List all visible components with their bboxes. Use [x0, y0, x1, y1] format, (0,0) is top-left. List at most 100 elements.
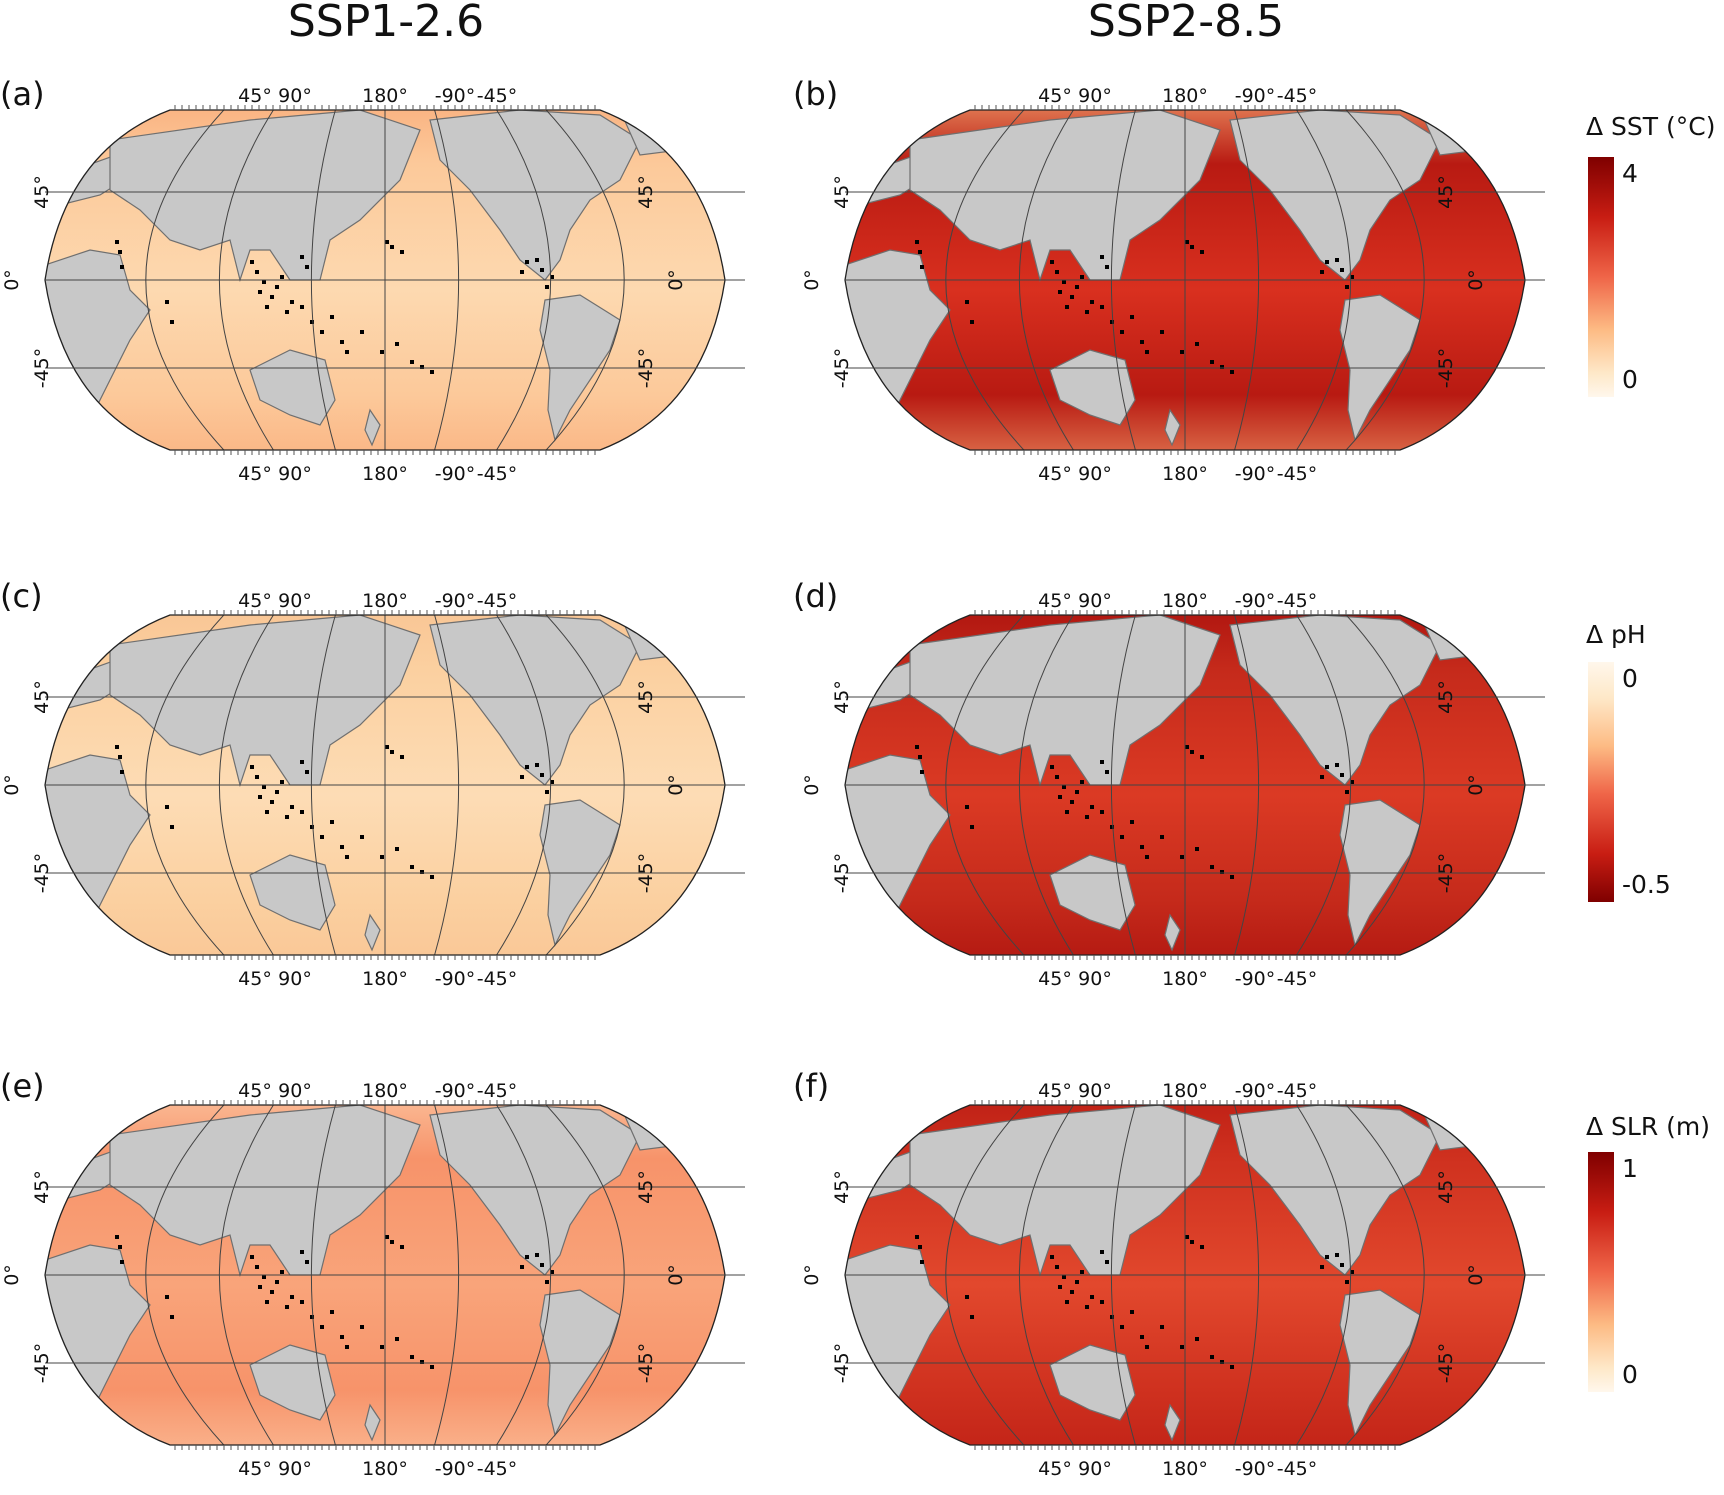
lat-tick-left: 0°	[801, 1264, 823, 1286]
lat-tick-right: 45°	[1435, 1170, 1457, 1204]
lat-tick-right: 45°	[1435, 680, 1457, 714]
lon-tick-top: -90°	[1235, 85, 1276, 107]
reef-locations	[115, 745, 554, 879]
lon-tick-top: 90°	[278, 590, 312, 612]
panel-label-d: (d)	[793, 577, 839, 615]
colorbar-title: Δ SST (°C)	[1586, 112, 1716, 141]
lat-tick-left: 0°	[1, 1264, 23, 1286]
lon-tick-bottom: 45°	[238, 463, 272, 485]
map-outline	[844, 1104, 1526, 1446]
lat-tick-left: -45°	[31, 1343, 53, 1384]
lat-tick-left: 45°	[31, 175, 53, 209]
colorbar-gradient	[1588, 157, 1614, 397]
map-f: 45°45°90°90°180°180°-90°-90°-45°-45°45° 4…	[801, 1080, 1545, 1480]
reef-locations	[915, 1235, 1354, 1369]
map-outline	[44, 109, 726, 451]
map-c: 45°45°90°90°180°180°-90°-90°-45°-45°45° 4…	[1, 590, 745, 990]
panel-label-e: (e)	[0, 1067, 45, 1105]
map-panel-b: 45° 45° 90° 90° 180° 180° -90° -90° -45° -45° 45° 4…	[800, 80, 1545, 500]
lat-tick-right: 45°	[1435, 175, 1457, 209]
lon-tick-bottom: -45°	[477, 1458, 518, 1480]
lon-tick-bottom: 180°	[362, 463, 408, 485]
lon-tick-bottom: 45°	[1038, 463, 1072, 485]
lon-tick-bottom: 180°	[1162, 1458, 1208, 1480]
lon-tick-top: 90°	[278, 85, 312, 107]
column-title-ssp585: SSP2-8.5	[1087, 0, 1285, 47]
colorbar-gradient	[1588, 1152, 1614, 1392]
colorbar-title: Δ SLR (m)	[1586, 1112, 1711, 1141]
map-d: 45°45°90°90°180°180°-90°-90°-45°-45°45° 4…	[801, 590, 1545, 990]
lat-tick-right: 45°	[635, 680, 657, 714]
map-panel-c: 45° 45° 90° 90° 180° 180° -90° -90° -45° -45° 45° 4…	[0, 585, 745, 1005]
lon-tick-bottom: -90°	[1235, 1458, 1276, 1480]
graticule	[45, 615, 725, 955]
map-a: 45°45°90°90°180°180°-90°-90°-45°-45°45° 4…	[1, 85, 745, 485]
panel-label-c: (c)	[0, 577, 43, 615]
lon-tick-bottom: -90°	[435, 463, 476, 485]
reef-locations	[115, 240, 554, 374]
lon-tick-bottom: -90°	[435, 1458, 476, 1480]
reef-locations	[915, 745, 1354, 879]
lat-tick-right: 0°	[1465, 1264, 1487, 1286]
lat-tick-right: -45°	[635, 1343, 657, 1384]
lon-tick-top: 90°	[1078, 1080, 1112, 1102]
lon-tick-bottom: -90°	[1235, 968, 1276, 990]
map-outline	[844, 614, 1526, 956]
lon-tick-top: 45°	[1038, 85, 1072, 107]
reef-locations	[915, 240, 1354, 374]
map-panel-f: 45° 45° 90° 90° 180° 180° -90° -90° -45° -45° 45° 4…	[800, 1075, 1545, 1495]
lat-tick-left: 45°	[831, 1170, 853, 1204]
lat-tick-left: -45°	[831, 348, 853, 389]
column-title-ssp126: SSP1-2.6	[287, 0, 485, 47]
panel-label-a: (a)	[0, 75, 45, 113]
lat-tick-right: 45°	[635, 1170, 657, 1204]
graticule	[845, 1105, 1525, 1445]
lat-tick-right: 0°	[665, 1264, 687, 1286]
lon-tick-bottom: 180°	[362, 1458, 408, 1480]
lon-tick-bottom: 90°	[278, 968, 312, 990]
lon-tick-top: 180°	[362, 1080, 408, 1102]
lon-tick-bottom: 180°	[1162, 968, 1208, 990]
lat-tick-right: 0°	[665, 774, 687, 796]
lat-tick-right: 45°	[635, 175, 657, 209]
lon-tick-bottom: 90°	[278, 1458, 312, 1480]
lon-tick-top: -90°	[1235, 1080, 1276, 1102]
lon-tick-top: 180°	[1162, 85, 1208, 107]
lon-tick-top: -45°	[477, 85, 518, 107]
lat-tick-left: 45°	[31, 680, 53, 714]
graticule	[845, 110, 1525, 450]
map-b: 45°45°90°90°180°180°-90°-90°-45°-45°45° 4…	[801, 85, 1545, 485]
lon-tick-bottom: -45°	[477, 968, 518, 990]
lat-tick-left: -45°	[831, 853, 853, 894]
lon-tick-top: 180°	[1162, 1080, 1208, 1102]
lon-tick-bottom: 45°	[1038, 968, 1072, 990]
lat-tick-right: -45°	[1435, 853, 1457, 894]
lon-tick-bottom: 45°	[238, 968, 272, 990]
map-outline	[844, 109, 1526, 451]
lon-tick-bottom: 90°	[1078, 463, 1112, 485]
graticule	[45, 110, 725, 450]
lon-tick-top: -45°	[1277, 590, 1318, 612]
lon-tick-top: -45°	[477, 1080, 518, 1102]
lon-tick-bottom: -45°	[1277, 1458, 1318, 1480]
lat-tick-left: 45°	[831, 175, 853, 209]
lon-tick-bottom: 90°	[1078, 1458, 1112, 1480]
colorbar-bottom-label: 0	[1622, 1360, 1638, 1389]
lat-tick-left: -45°	[31, 853, 53, 894]
lon-tick-bottom: -45°	[1277, 463, 1318, 485]
lat-tick-left: 45°	[31, 1170, 53, 1204]
map-outline	[44, 614, 726, 956]
map-e: 45°45°90°90°180°180°-90°-90°-45°-45°45° 4…	[1, 1080, 745, 1480]
lat-tick-left: 0°	[801, 774, 823, 796]
lon-tick-top: 180°	[362, 590, 408, 612]
colorbar-bottom-label: -0.5	[1622, 870, 1671, 899]
map-outline	[44, 1104, 726, 1446]
lon-tick-bottom: -90°	[1235, 463, 1276, 485]
lon-tick-bottom: -45°	[1277, 968, 1318, 990]
lon-tick-top: 180°	[362, 85, 408, 107]
lat-tick-right: -45°	[1435, 348, 1457, 389]
reef-locations	[115, 1235, 554, 1369]
graticule	[845, 615, 1525, 955]
lon-tick-top: 90°	[1078, 590, 1112, 612]
lon-tick-top: 45°	[238, 590, 272, 612]
